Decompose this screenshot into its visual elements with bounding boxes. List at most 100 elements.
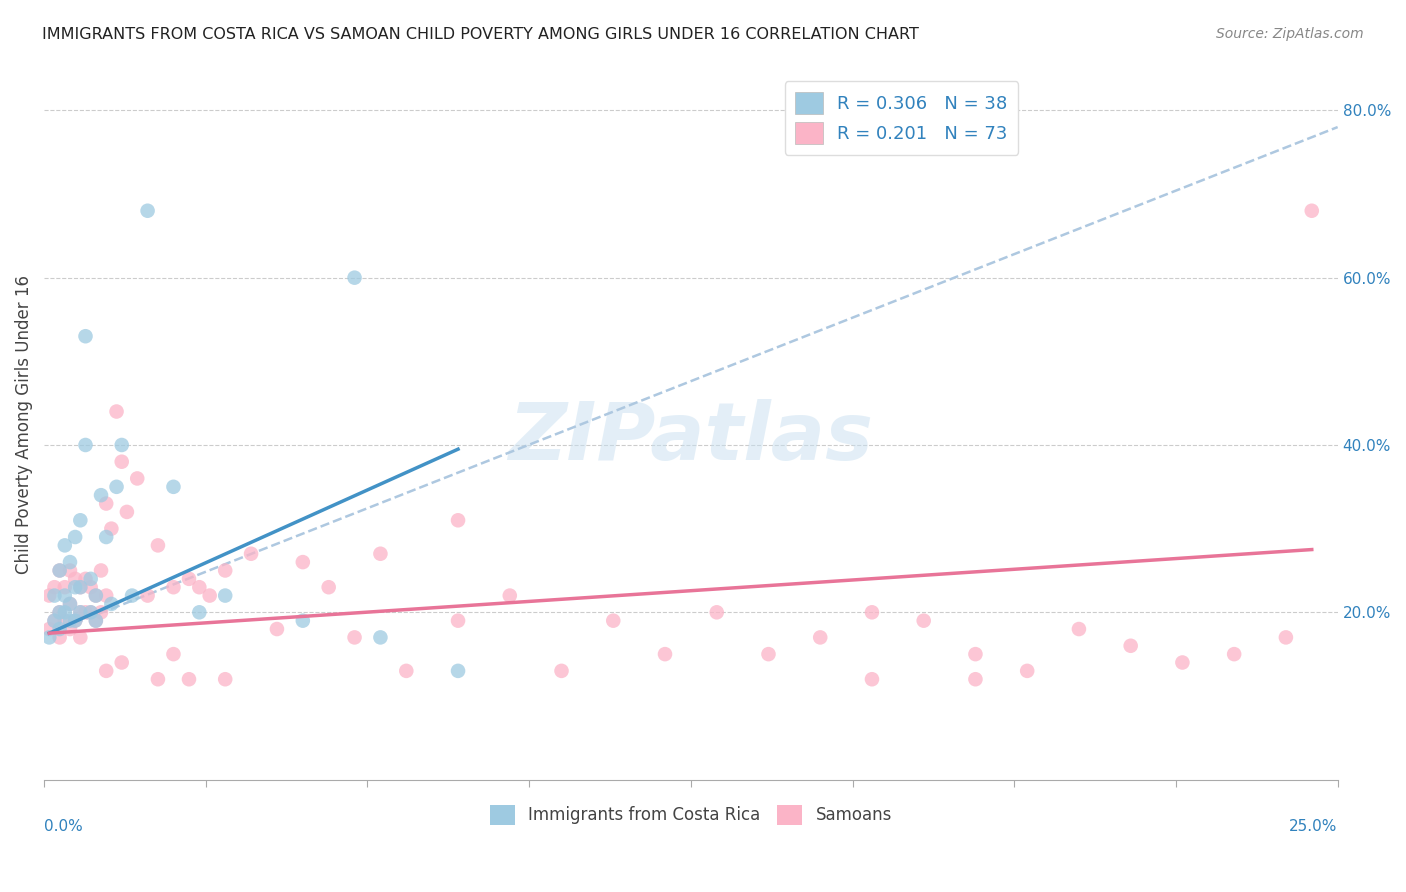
Point xyxy=(59,614,82,628)
Point xyxy=(162,480,184,494)
Point xyxy=(343,631,366,645)
Point xyxy=(75,329,97,343)
Point xyxy=(177,672,200,686)
Point xyxy=(44,589,66,603)
Text: 25.0%: 25.0% xyxy=(1289,819,1337,834)
Point xyxy=(395,664,418,678)
Point xyxy=(96,530,118,544)
Point xyxy=(63,530,86,544)
Point xyxy=(53,614,76,628)
Point xyxy=(63,580,86,594)
Point xyxy=(79,605,101,619)
Point xyxy=(59,555,82,569)
Point xyxy=(75,605,97,619)
Point xyxy=(447,614,470,628)
Point xyxy=(79,572,101,586)
Point xyxy=(63,614,86,628)
Point xyxy=(48,605,70,619)
Point xyxy=(1275,631,1298,645)
Point xyxy=(602,614,624,628)
Point xyxy=(53,605,76,619)
Point xyxy=(63,614,86,628)
Point xyxy=(188,580,211,594)
Point xyxy=(965,647,987,661)
Point xyxy=(860,605,883,619)
Legend: Immigrants from Costa Rica, Samoans: Immigrants from Costa Rica, Samoans xyxy=(484,798,898,831)
Point xyxy=(84,614,107,628)
Point xyxy=(59,564,82,578)
Point xyxy=(48,605,70,619)
Point xyxy=(1301,203,1323,218)
Point xyxy=(291,614,314,628)
Point xyxy=(214,564,236,578)
Point xyxy=(111,455,134,469)
Point xyxy=(96,664,118,678)
Point xyxy=(53,589,76,603)
Point xyxy=(177,572,200,586)
Point xyxy=(84,589,107,603)
Point xyxy=(44,614,66,628)
Text: Source: ZipAtlas.com: Source: ZipAtlas.com xyxy=(1216,27,1364,41)
Point xyxy=(105,404,128,418)
Point xyxy=(136,203,159,218)
Point xyxy=(965,672,987,686)
Point xyxy=(48,622,70,636)
Point xyxy=(499,589,522,603)
Point xyxy=(1067,622,1090,636)
Point xyxy=(79,580,101,594)
Point xyxy=(188,605,211,619)
Point xyxy=(59,597,82,611)
Point xyxy=(266,622,288,636)
Y-axis label: Child Poverty Among Girls Under 16: Child Poverty Among Girls Under 16 xyxy=(15,275,32,574)
Point xyxy=(214,672,236,686)
Point xyxy=(90,488,112,502)
Point xyxy=(1223,647,1246,661)
Point xyxy=(447,664,470,678)
Point xyxy=(146,672,169,686)
Text: IMMIGRANTS FROM COSTA RICA VS SAMOAN CHILD POVERTY AMONG GIRLS UNDER 16 CORRELAT: IMMIGRANTS FROM COSTA RICA VS SAMOAN CHI… xyxy=(42,27,920,42)
Point xyxy=(84,589,107,603)
Point xyxy=(44,614,66,628)
Point xyxy=(318,580,340,594)
Point xyxy=(105,480,128,494)
Point xyxy=(100,597,122,611)
Point xyxy=(48,631,70,645)
Point xyxy=(75,572,97,586)
Point xyxy=(69,605,91,619)
Point xyxy=(1171,656,1194,670)
Point xyxy=(758,647,780,661)
Point xyxy=(69,605,91,619)
Point xyxy=(370,547,392,561)
Point xyxy=(121,589,143,603)
Point xyxy=(808,631,831,645)
Point xyxy=(75,438,97,452)
Point xyxy=(90,564,112,578)
Point xyxy=(38,631,60,645)
Point xyxy=(291,555,314,569)
Point xyxy=(90,605,112,619)
Point xyxy=(343,270,366,285)
Point xyxy=(136,589,159,603)
Point xyxy=(111,438,134,452)
Point xyxy=(69,631,91,645)
Point xyxy=(198,589,221,603)
Point xyxy=(69,580,91,594)
Point xyxy=(162,647,184,661)
Point xyxy=(96,589,118,603)
Point xyxy=(79,605,101,619)
Point xyxy=(96,497,118,511)
Point xyxy=(447,513,470,527)
Point xyxy=(115,505,138,519)
Point xyxy=(48,564,70,578)
Point xyxy=(84,614,107,628)
Point xyxy=(240,547,263,561)
Point xyxy=(53,580,76,594)
Point xyxy=(100,522,122,536)
Text: ZIPatlas: ZIPatlas xyxy=(509,400,873,477)
Point xyxy=(127,471,149,485)
Point xyxy=(146,538,169,552)
Point xyxy=(550,664,572,678)
Point xyxy=(69,513,91,527)
Point xyxy=(162,580,184,594)
Point xyxy=(69,580,91,594)
